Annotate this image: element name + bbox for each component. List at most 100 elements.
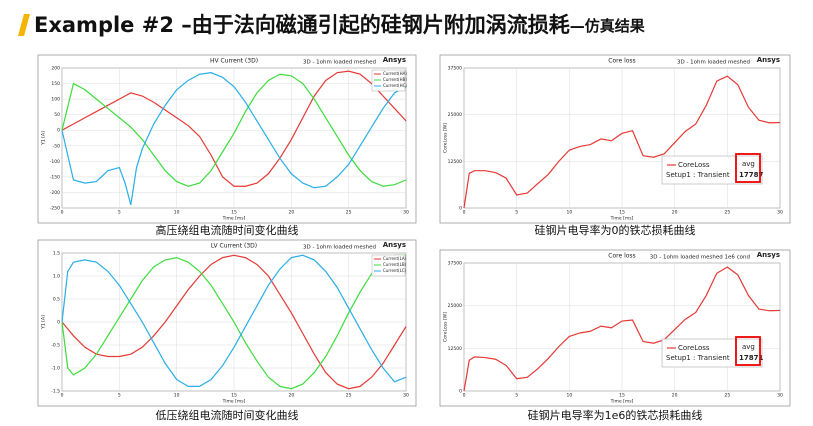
title-suffix: —仿真结果 (570, 17, 646, 35)
x-tick-label: 0 (463, 210, 466, 216)
legend-label: Current(LC) (383, 268, 407, 273)
y-tick-label: 25000 (448, 112, 462, 118)
chart-title: Core loss (608, 58, 635, 65)
x-tick-label: 20 (288, 210, 294, 216)
y-tick-label: 0 (459, 206, 462, 212)
stat-value: 17871 (739, 354, 763, 362)
x-tick-label: 10 (174, 210, 180, 216)
x-tick-label: 0 (61, 393, 64, 399)
y-tick-label: 12500 (448, 346, 462, 352)
x-tick-label: 20 (288, 393, 294, 399)
y-tick-label: -100 (50, 159, 60, 165)
x-tick-label: 25 (346, 393, 352, 399)
legend-label: Current(LA) (383, 256, 407, 261)
x-axis-label: Time [ms] (610, 216, 634, 222)
series-line (463, 75, 781, 209)
x-axis-label: Time [ms] (222, 216, 246, 222)
series-line (61, 73, 407, 187)
x-tick-label: 30 (777, 393, 783, 399)
y-axis-label: CoreLoss [W] (443, 312, 449, 342)
legend (661, 338, 763, 368)
y-tick-label: 1.0 (53, 274, 60, 280)
legend-label: Current(HA) (383, 71, 407, 76)
x-tick-label: 5 (118, 210, 121, 216)
brand: Ansys (757, 56, 780, 64)
y-tick-label: -200 (50, 190, 60, 196)
y-tick-label: 200 (51, 66, 60, 72)
legend-setup: Setup1 : Transient (666, 354, 730, 362)
stat-value: 17787 (739, 171, 763, 179)
title-accent (18, 14, 30, 36)
y-tick-label: -1.5 (51, 389, 60, 395)
x-tick-label: 5 (515, 210, 518, 216)
y-tick-label: -150 (50, 174, 60, 180)
legend-label: CoreLoss (678, 344, 710, 352)
y-tick-label: 150 (51, 81, 60, 87)
slide-title: Example #2 –由于法向磁通引起的硅钢片附加涡流损耗—仿真结果 (34, 13, 646, 37)
caption: 低压绕组电流随时间变化曲线 (156, 408, 299, 422)
y-tick-label: 37500 (448, 66, 462, 72)
series-line (61, 72, 407, 206)
x-tick-label: 25 (346, 210, 352, 216)
y-tick-label: 0 (57, 128, 60, 134)
y-tick-label: 1.5 (53, 251, 60, 257)
x-tick-label: 15 (231, 393, 237, 399)
series-line (61, 254, 406, 390)
x-tick-label: 25 (724, 210, 730, 216)
highlight-box (735, 153, 761, 183)
legend-label: CoreLoss (678, 161, 710, 169)
series-line (61, 254, 407, 387)
brand: Ansys (383, 56, 406, 64)
legend (661, 155, 763, 185)
chart-subtitle: 3D - 1ohm loaded meshed (677, 60, 750, 66)
x-tick-label: 30 (777, 210, 783, 216)
chart-subtitle: 3D - 1ohm loaded meshed (303, 245, 376, 251)
x-tick-label: 15 (619, 393, 625, 399)
brand: Ansys (383, 241, 406, 249)
chart-title: Core loss (608, 253, 635, 260)
y-tick-label: 25000 (448, 303, 462, 309)
legend-label: Current(HC) (383, 83, 407, 88)
x-tick-label: 10 (566, 393, 572, 399)
x-axis-label: Time [ms] (610, 399, 634, 405)
x-tick-label: 5 (118, 393, 121, 399)
y-tick-label: 12500 (448, 159, 462, 165)
chart-subtitle: 3D - 1ohm loaded meshed (303, 60, 376, 66)
brand: Ansys (757, 251, 780, 259)
caption: 硅钢片电导率为0的铁芯损耗曲线 (535, 223, 696, 237)
legend-setup: Setup1 : Transient (666, 171, 730, 179)
x-tick-label: 10 (174, 393, 180, 399)
chart-title: HV Current (3D) (210, 58, 258, 65)
series-line (61, 254, 407, 390)
y-tick-label: -1.0 (51, 366, 60, 372)
legend-label: Current(LB) (383, 262, 407, 267)
y-tick-label: 100 (51, 97, 60, 103)
legend-label: Current(HB) (383, 77, 407, 82)
series-line (463, 266, 781, 392)
x-tick-label: 30 (403, 210, 409, 216)
y-tick-label: 0.5 (53, 297, 60, 303)
caption: 高压绕组电流随时间变化曲线 (156, 223, 299, 237)
y-tick-label: 37500 (448, 261, 462, 267)
y-axis-label: CoreLoss [W] (443, 123, 449, 153)
x-tick-label: 20 (672, 210, 678, 216)
x-tick-label: 5 (515, 393, 518, 399)
y-tick-label: -50 (53, 143, 60, 149)
y-axis-label: Y1 [A] (41, 315, 47, 330)
title-main: Example #2 –由于法向磁通引起的硅钢片附加涡流损耗 (34, 13, 570, 37)
y-tick-label: 50 (54, 112, 60, 118)
y-tick-label: -250 (50, 206, 60, 212)
x-tick-label: 30 (403, 393, 409, 399)
y-tick-label: -0.5 (51, 343, 60, 349)
x-tick-label: 20 (672, 393, 678, 399)
x-axis-label: Time [ms] (222, 399, 246, 405)
x-tick-label: 0 (463, 393, 466, 399)
x-tick-label: 25 (724, 393, 730, 399)
stat-label: avg (742, 343, 755, 351)
x-tick-label: 15 (619, 210, 625, 216)
highlight-box (735, 336, 761, 366)
y-tick-label: 0 (57, 320, 60, 326)
y-tick-label: 0 (459, 389, 462, 395)
